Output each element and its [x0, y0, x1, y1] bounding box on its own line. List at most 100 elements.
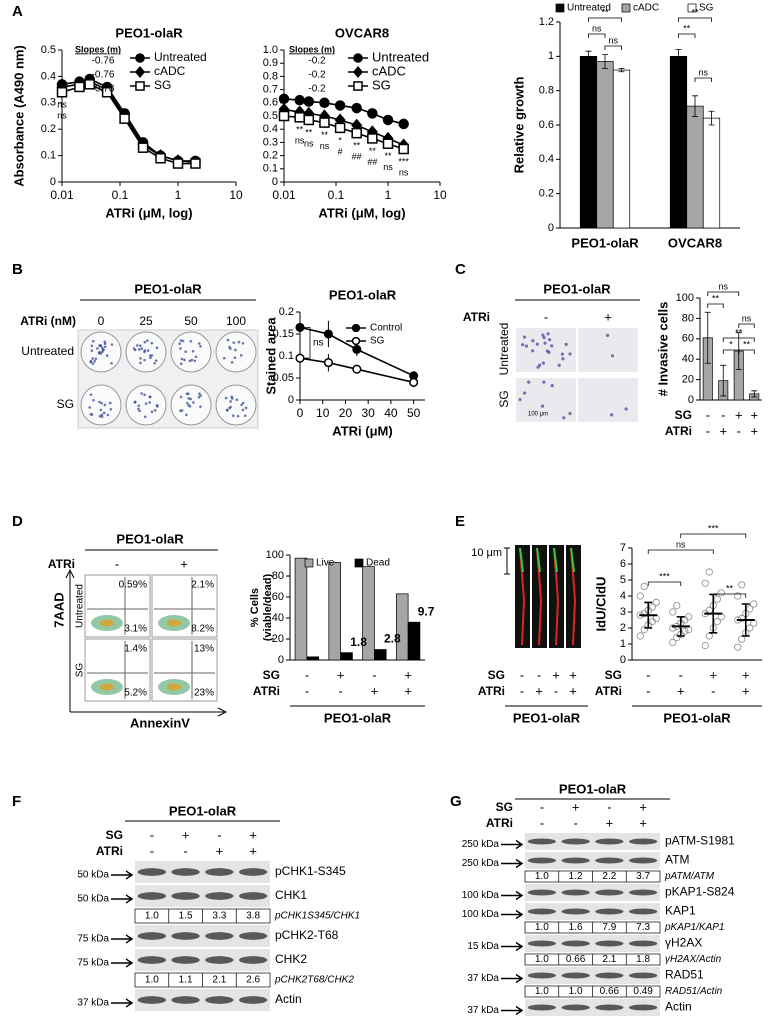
cell	[564, 342, 568, 347]
colony	[231, 414, 235, 418]
band	[171, 868, 200, 876]
blot-strip	[135, 989, 270, 1011]
colony	[193, 359, 197, 363]
marker	[101, 86, 113, 98]
band	[561, 908, 590, 915]
cell	[536, 365, 540, 369]
dose-label: 50	[184, 314, 198, 328]
size-marker: 100 kDa	[462, 890, 500, 901]
colony	[146, 349, 150, 352]
y-tick-label: 1	[548, 50, 554, 62]
quant-value: 1.0	[535, 871, 549, 882]
blot-strip	[135, 885, 270, 907]
panel-title: PEO1-olaR	[134, 281, 202, 296]
significance-bracket	[707, 303, 724, 308]
y-tick-label: 80	[682, 312, 694, 324]
fiber-image	[532, 545, 547, 648]
significance-label: ns	[295, 136, 305, 146]
colony	[133, 401, 137, 404]
legend-label: Control	[370, 323, 402, 334]
y-tick-label: 6	[620, 558, 626, 570]
band	[527, 908, 557, 915]
condition-value: -	[537, 667, 541, 682]
error-bar	[708, 110, 715, 126]
band	[205, 996, 234, 1004]
colony	[241, 401, 245, 405]
band	[595, 1004, 624, 1011]
panel-letter: D	[12, 513, 23, 530]
treatment-label: ATRi	[463, 310, 490, 324]
band	[628, 838, 658, 845]
group-label: PEO1-olaR	[324, 710, 392, 725]
legend-label: Untreated	[372, 49, 429, 64]
colony	[98, 414, 102, 418]
colony	[185, 401, 189, 405]
band	[527, 1004, 557, 1011]
quadrant-value: 2.1%	[191, 580, 214, 591]
band	[171, 956, 200, 964]
band	[238, 932, 268, 940]
significance-bracket	[680, 533, 747, 538]
significance-label: ***	[708, 523, 719, 533]
colony	[140, 347, 144, 350]
band-label: CHK2	[275, 952, 307, 966]
significance-bracket	[738, 323, 755, 328]
blot-strip	[525, 903, 660, 920]
y-tick-label: 20	[682, 374, 694, 386]
cell	[562, 416, 566, 420]
colony	[100, 413, 104, 417]
cell	[541, 361, 545, 365]
cell	[605, 333, 610, 337]
marker	[398, 118, 409, 130]
group-label: PEO1-olaR	[513, 710, 581, 725]
significance-label: **	[321, 130, 329, 140]
band	[205, 956, 234, 964]
colony	[244, 406, 248, 410]
y-tick-label: 0.4	[539, 153, 554, 165]
marker	[382, 138, 394, 149]
colony	[153, 361, 156, 365]
legend-label: Untreated	[154, 50, 207, 64]
data-point	[750, 600, 758, 608]
colony	[140, 392, 143, 395]
condition-value: +	[735, 407, 743, 422]
series-line	[299, 357, 414, 384]
y-tick-label: 0.1	[41, 150, 56, 162]
error-bar	[618, 67, 625, 73]
quant-value: 1.0	[569, 986, 583, 997]
y-axis-label: (viable/dead)	[262, 574, 274, 642]
y-tick-label: 0.5	[263, 110, 278, 122]
y-tick-label: 0	[50, 176, 56, 188]
marker-arrow	[111, 958, 134, 968]
condition-value: +	[404, 683, 412, 698]
colony	[187, 392, 190, 396]
panel-letter: A	[12, 3, 23, 20]
band	[595, 940, 624, 947]
y-tick-label: 1.2	[539, 16, 554, 28]
y-tick-label: 0.7	[263, 84, 278, 96]
band	[628, 889, 658, 896]
x-tick-label: 0.1	[112, 188, 129, 202]
panel-title: PEO1-olaR	[116, 531, 184, 546]
condition-name: SG	[263, 668, 280, 682]
bar	[374, 649, 387, 661]
data-point	[636, 632, 644, 640]
condition-value: +	[216, 843, 224, 858]
y-axis-label: 7AAD	[51, 592, 66, 627]
data-point	[636, 592, 644, 600]
condition-value: -	[737, 423, 741, 438]
row-label: SG	[57, 397, 74, 411]
data-point	[705, 568, 713, 576]
significance-label: **	[369, 146, 377, 156]
band-label: Actin	[275, 992, 302, 1006]
column-label: -	[115, 556, 119, 571]
cell-cloud	[167, 683, 181, 691]
significance-label: ns	[383, 162, 393, 172]
well	[215, 384, 257, 426]
condition-name: ATRi	[96, 844, 123, 858]
size-marker: 75 kDa	[77, 934, 109, 945]
quant-label: RAD51/Actin	[665, 986, 723, 997]
condition-value: +	[572, 799, 580, 814]
condition-value: +	[750, 407, 758, 422]
